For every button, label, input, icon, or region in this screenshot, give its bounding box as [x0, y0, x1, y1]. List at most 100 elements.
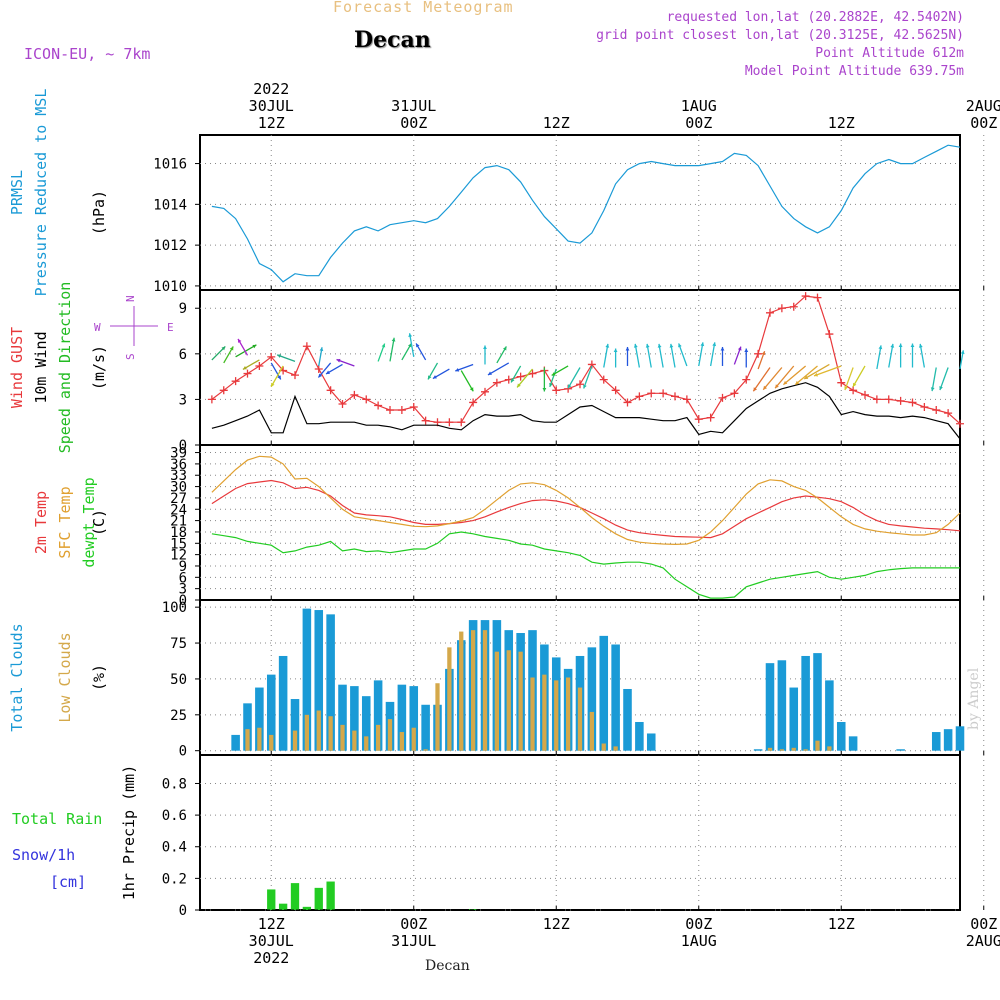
temperature-ytick-label: 12: [170, 548, 187, 564]
wind-arrow: [516, 368, 533, 388]
top-time-label: 1AUG: [681, 97, 717, 115]
total-cloud-bar: [421, 704, 430, 751]
wind-arrow: [709, 342, 716, 367]
low-cloud-bar: [470, 630, 476, 751]
clouds-side-label: Low Clouds: [56, 632, 74, 722]
gust-marker: [528, 369, 537, 378]
temperature-ytick-label: 36: [170, 457, 187, 473]
low-cloud-bar: [411, 727, 416, 751]
compass-e: E: [167, 321, 174, 334]
total-cloud-bar: [338, 684, 347, 751]
low-cloud-bar: [304, 714, 310, 751]
pressure-unit-label: (hPa): [90, 190, 108, 235]
gust-marker: [872, 395, 881, 404]
wind-arrow-head: [238, 338, 242, 343]
precip-frame: [199, 754, 961, 911]
low-cloud-bar: [482, 630, 488, 751]
gridpoint-coords: grid point closest lon,lat (20.3125E, 42…: [596, 28, 964, 43]
pressure-frame: [199, 134, 961, 291]
low-cloud-bar: [340, 724, 345, 751]
wind-arrow-head: [432, 375, 437, 379]
wind-arrow: [270, 365, 284, 388]
bottom-time-label: 12Z: [258, 915, 285, 933]
gust-marker: [789, 302, 798, 311]
total-cloud-bar: [896, 749, 905, 751]
wind-arrow-head: [583, 384, 587, 389]
temperature-ytick-label: 18: [170, 525, 187, 541]
gust-marker: [623, 398, 632, 407]
temperature-side-label: 2m Temp: [32, 491, 50, 554]
wind-arrow-head: [775, 384, 779, 389]
precip-ytick-label: 0.6: [162, 808, 187, 824]
wind-arrow: [844, 367, 854, 391]
low-cloud-bar: [827, 746, 832, 751]
gust-marker: [849, 386, 858, 395]
total-cloud-bar: [789, 687, 799, 751]
wind-arrow-head: [939, 386, 943, 391]
gust-marker: [552, 386, 561, 395]
series-sfc-temp: [211, 455, 961, 546]
top-time-label: 00Z: [400, 114, 427, 132]
series-wind-gust: [211, 295, 961, 425]
gust-marker: [386, 406, 394, 415]
wind-arrow: [487, 362, 510, 376]
rain-legend-label: Total Rain: [12, 810, 102, 828]
total-cloud-bar: [397, 684, 407, 751]
clouds-ytick-label: 50: [170, 672, 187, 688]
wind-arrow-head: [853, 382, 857, 387]
wind-arrow-head: [391, 337, 396, 342]
temperature-ytick-label: 24: [170, 502, 187, 518]
low-cloud-bar: [375, 724, 381, 751]
wind-arrow-head: [753, 387, 757, 392]
low-cloud-bar: [316, 710, 321, 751]
wind-arrow-head: [814, 372, 818, 377]
pressure-ytick-label: 1010: [153, 279, 187, 295]
total-cloud-bar: [753, 749, 763, 751]
wind-arrow-head: [542, 388, 547, 392]
wind-arrow-head: [455, 368, 460, 372]
temperature-unit-label: (C): [90, 509, 108, 536]
bottom-time-label: 1AUG: [681, 932, 717, 950]
top-time-label: 2022: [253, 80, 289, 98]
low-cloud-bar: [803, 749, 808, 751]
total-cloud-bar: [587, 647, 597, 751]
wind-arrow-head: [469, 387, 474, 392]
total-cloud-bar: [302, 608, 312, 751]
wind-arrow: [794, 365, 818, 386]
total-cloud-bar: [266, 674, 276, 751]
temperature-ytick-label: 6: [179, 570, 187, 586]
total-cloud-bar: [646, 733, 656, 751]
wind-arrow-head: [712, 342, 717, 347]
wind-arrow-head: [763, 385, 767, 390]
temperature-ytick-label: 21: [170, 514, 187, 530]
gust-marker: [469, 398, 478, 407]
wind-arrow: [235, 344, 257, 358]
wind-arrow-head: [930, 387, 935, 392]
wind-arrow: [567, 367, 581, 389]
wind-arrow-head: [416, 343, 420, 348]
pressure-ytick-label: 1014: [153, 197, 187, 213]
pressure-panel: [195, 134, 985, 291]
wind-unit-label: (m/s): [90, 345, 108, 390]
top-time-label: 00Z: [685, 114, 712, 132]
clouds-ytick-label: 0: [179, 744, 187, 760]
bottom-time-label: 12Z: [543, 915, 570, 933]
wind-arrow: [460, 370, 474, 392]
total-cloud-bar: [373, 680, 383, 751]
low-cloud-bar: [565, 677, 571, 751]
wind-arrow-head: [503, 346, 507, 351]
low-cloud-bar: [269, 734, 274, 751]
snow-unit-label: [cm]: [50, 873, 86, 891]
temperature-panel: [195, 444, 985, 601]
wind-arrow-head: [645, 343, 650, 348]
total-cloud-bar: [243, 703, 252, 751]
gust-marker: [231, 377, 240, 386]
total-cloud-bar: [777, 660, 787, 751]
low-cloud-bar: [815, 740, 820, 751]
gust-marker: [896, 396, 905, 405]
wind-panel: [110, 289, 985, 446]
wind-arrow: [803, 363, 830, 380]
wind-arrow-head: [326, 370, 330, 374]
wind-arrow-head: [737, 346, 742, 351]
wind-arrow-head: [700, 342, 705, 347]
